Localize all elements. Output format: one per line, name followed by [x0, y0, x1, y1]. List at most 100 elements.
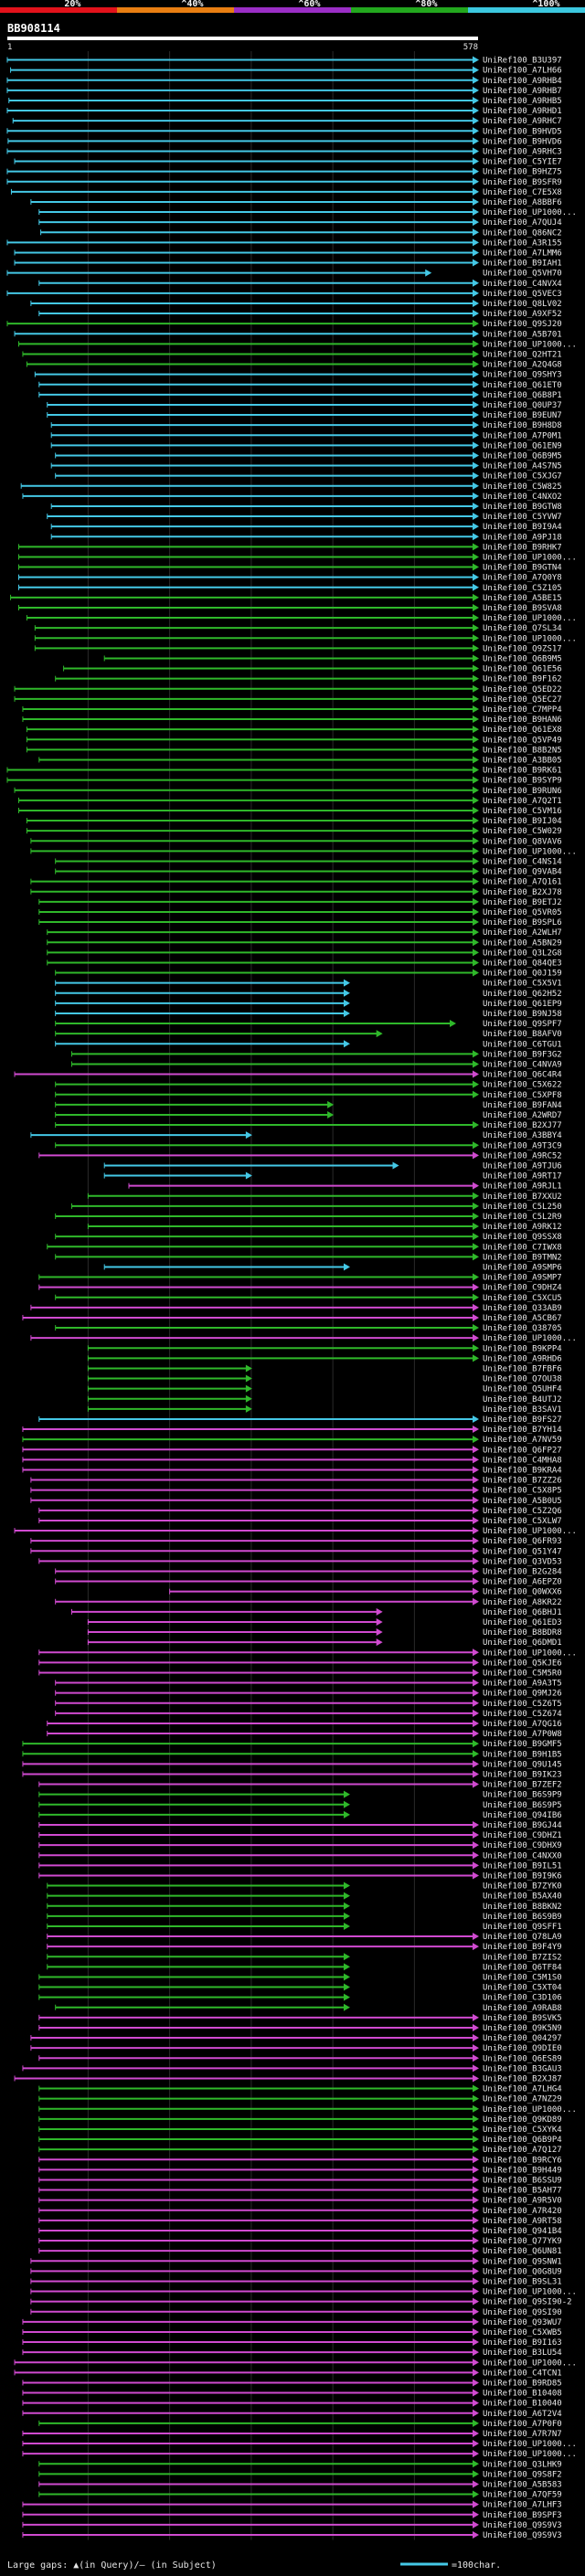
hit-label[interactable]: UniRef100_Q5VP49	[483, 736, 562, 745]
hit-label[interactable]: UniRef100_B9IJ04	[483, 817, 562, 826]
hit-label[interactable]: UniRef100_Q9SPF7	[483, 1020, 562, 1029]
hit-label[interactable]: UniRef100_B9I9K6	[483, 1871, 562, 1881]
hit-label[interactable]: UniRef100_Q8VAV6	[483, 837, 562, 846]
hit-label[interactable]: UniRef100_Q8LV02	[483, 300, 562, 309]
hit-label[interactable]: UniRef100_A7P0W8	[483, 1730, 562, 1739]
hit-label[interactable]: UniRef100_A8BBF6	[483, 198, 562, 207]
hit-label[interactable]: UniRef100_A7Q2T1	[483, 797, 562, 806]
hit-label[interactable]: UniRef100_Q51Y47	[483, 1547, 562, 1556]
hit-label[interactable]: UniRef100_C7IWX8	[483, 1243, 562, 1252]
hit-label[interactable]: UniRef100_C5XT04	[483, 1984, 562, 1993]
hit-label[interactable]: UniRef100_B7FBF6	[483, 1364, 562, 1373]
hit-label[interactable]: UniRef100_B3LU54	[483, 2348, 562, 2358]
hit-label[interactable]: UniRef100_Q6B9M5	[483, 654, 562, 663]
hit-label[interactable]: UniRef100_B9H449	[483, 2166, 562, 2175]
hit-label[interactable]: UniRef100_C5XLW7	[483, 1517, 562, 1526]
hit-label[interactable]: UniRef100_C5XCU5	[483, 1294, 562, 1303]
hit-label[interactable]: UniRef100_Q6B8P1	[483, 391, 562, 400]
hit-label[interactable]: UniRef100_Q9S8F2	[483, 2470, 562, 2479]
hit-label[interactable]: UniRef100_UP1000...	[483, 2450, 577, 2459]
hit-label[interactable]: UniRef100_B5AX40	[483, 1892, 562, 1902]
hit-label[interactable]: UniRef100_Q3L2G8	[483, 949, 562, 958]
hit-label[interactable]: UniRef100_A7R420	[483, 2207, 562, 2216]
hit-label[interactable]: UniRef100_UP1000...	[483, 2359, 577, 2368]
hit-label[interactable]: UniRef100_A7LHF3	[483, 2501, 562, 2510]
hit-label[interactable]: UniRef100_A8KR22	[483, 1598, 562, 1607]
hit-label[interactable]: UniRef100_Q86NC2	[483, 228, 562, 238]
hit-label[interactable]: UniRef100_C4NS14	[483, 857, 562, 866]
hit-label[interactable]: UniRef100_C5VM16	[483, 807, 562, 816]
hit-label[interactable]: UniRef100_C5XWB5	[483, 2328, 562, 2337]
hit-label[interactable]: UniRef100_A9RHB7	[483, 87, 562, 96]
hit-label[interactable]: UniRef100_Q5EC27	[483, 695, 562, 705]
hit-label[interactable]: UniRef100_C5W029	[483, 827, 562, 836]
hit-label[interactable]: UniRef100_Q84QE3	[483, 959, 562, 968]
hit-label[interactable]: UniRef100_B10040	[483, 2400, 562, 2409]
hit-label[interactable]: UniRef100_UP1000...	[483, 1648, 577, 1658]
hit-label[interactable]: UniRef100_UP1000...	[483, 634, 577, 643]
hit-label[interactable]: UniRef100_B9F4Y9	[483, 1943, 562, 1952]
hit-label[interactable]: UniRef100_A9TJU6	[483, 1161, 562, 1171]
hit-label[interactable]: UniRef100_B9HVD6	[483, 137, 562, 146]
hit-label[interactable]: UniRef100_Q3VD53	[483, 1557, 562, 1566]
hit-label[interactable]: UniRef100_B8BDR8	[483, 1628, 562, 1638]
hit-label[interactable]: UniRef100_Q5ED22	[483, 685, 562, 694]
hit-label[interactable]: UniRef100_C4NVA9	[483, 1060, 562, 1069]
hit-label[interactable]: UniRef100_C5XPF8	[483, 1091, 562, 1100]
hit-label[interactable]: UniRef100_Q61ED3	[483, 1618, 562, 1627]
hit-label[interactable]: UniRef100_Q6B9P4	[483, 2136, 562, 2145]
hit-label[interactable]: UniRef100_B9RK61	[483, 767, 562, 776]
hit-label[interactable]: UniRef100_C5YIE7	[483, 158, 562, 167]
hit-label[interactable]: UniRef100_B9IL51	[483, 1861, 562, 1871]
hit-label[interactable]: UniRef100_UP1000...	[483, 614, 577, 623]
hit-label[interactable]: UniRef100_Q9SHY3	[483, 371, 562, 380]
hit-label[interactable]: UniRef100_C5W825	[483, 482, 562, 492]
hit-label[interactable]: UniRef100_B6S9P5	[483, 1801, 562, 1810]
hit-label[interactable]: UniRef100_Q9SSX8	[483, 1233, 562, 1242]
hit-label[interactable]: UniRef100_Q5VH70	[483, 270, 562, 279]
hit-label[interactable]: UniRef100_B9GJ44	[483, 1821, 562, 1830]
hit-label[interactable]: UniRef100_A9T3C9	[483, 1141, 562, 1150]
hit-label[interactable]: UniRef100_B9SYP9	[483, 777, 562, 786]
hit-label[interactable]: UniRef100_Q5KJE6	[483, 1659, 562, 1668]
hit-label[interactable]: UniRef100_C4NVX4	[483, 280, 562, 289]
hit-label[interactable]: UniRef100_B3GAU3	[483, 2064, 562, 2073]
hit-label[interactable]: UniRef100_A7Q161	[483, 878, 562, 887]
hit-label[interactable]: UniRef100_B2G284	[483, 1567, 562, 1576]
hit-label[interactable]: UniRef100_A7P0M1	[483, 431, 562, 440]
hit-label[interactable]: UniRef100_B9RHK7	[483, 543, 562, 552]
hit-label[interactable]: UniRef100_UP1000...	[483, 340, 577, 349]
hit-label[interactable]: UniRef100_Q9DIE0	[483, 2044, 562, 2053]
hit-label[interactable]: UniRef100_C5Z674	[483, 1710, 562, 1719]
hit-label[interactable]: UniRef100_A7QG16	[483, 1720, 562, 1729]
hit-label[interactable]: UniRef100_C7E5X8	[483, 188, 562, 197]
hit-label[interactable]: UniRef100_A5BE15	[483, 594, 562, 603]
hit-label[interactable]: UniRef100_B3U397	[483, 57, 562, 66]
hit-label[interactable]: UniRef100_C3D106	[483, 1994, 562, 2003]
hit-label[interactable]: UniRef100_B7XXU2	[483, 1193, 562, 1202]
hit-label[interactable]: UniRef100_Q61EN9	[483, 441, 562, 451]
hit-label[interactable]: UniRef100_B6S9B9	[483, 1913, 562, 1922]
hit-label[interactable]: UniRef100_C4MHA8	[483, 1456, 562, 1465]
hit-label[interactable]: UniRef100_Q9KD89	[483, 2115, 562, 2125]
hit-label[interactable]: UniRef100_B9HVD5	[483, 127, 562, 136]
hit-label[interactable]: UniRef100_UP1000...	[483, 2288, 577, 2297]
hit-label[interactable]: UniRef100_Q0J159	[483, 970, 562, 979]
hit-label[interactable]: UniRef100_Q7OU38	[483, 1375, 562, 1384]
hit-label[interactable]: UniRef100_A9R5V0	[483, 2197, 562, 2206]
hit-label[interactable]: UniRef100_Q78LA9	[483, 1933, 562, 1942]
hit-label[interactable]: UniRef100_B9H1B5	[483, 1750, 562, 1759]
hit-label[interactable]: UniRef100_A5CB67	[483, 1314, 562, 1323]
hit-label[interactable]: UniRef100_Q93WU7	[483, 2318, 562, 2327]
hit-label[interactable]: UniRef100_B9HAN6	[483, 716, 562, 725]
hit-label[interactable]: UniRef100_B5AH77	[483, 2187, 562, 2196]
hit-label[interactable]: UniRef100_A6T2V4	[483, 2410, 562, 2419]
hit-label[interactable]: UniRef100_B9IK23	[483, 1770, 562, 1779]
hit-label[interactable]: UniRef100_Q9SI90-2	[483, 2298, 572, 2307]
hit-label[interactable]: UniRef100_B7YH14	[483, 1426, 562, 1435]
hit-label[interactable]: UniRef100_A9RHC3	[483, 147, 562, 156]
hit-label[interactable]: UniRef100_B7ZYK0	[483, 1882, 562, 1892]
hit-label[interactable]: UniRef100_A5B0U5	[483, 1497, 562, 1506]
hit-label[interactable]: UniRef100_B9FAN4	[483, 1101, 562, 1110]
hit-label[interactable]: UniRef100_A6EPZ0	[483, 1578, 562, 1587]
